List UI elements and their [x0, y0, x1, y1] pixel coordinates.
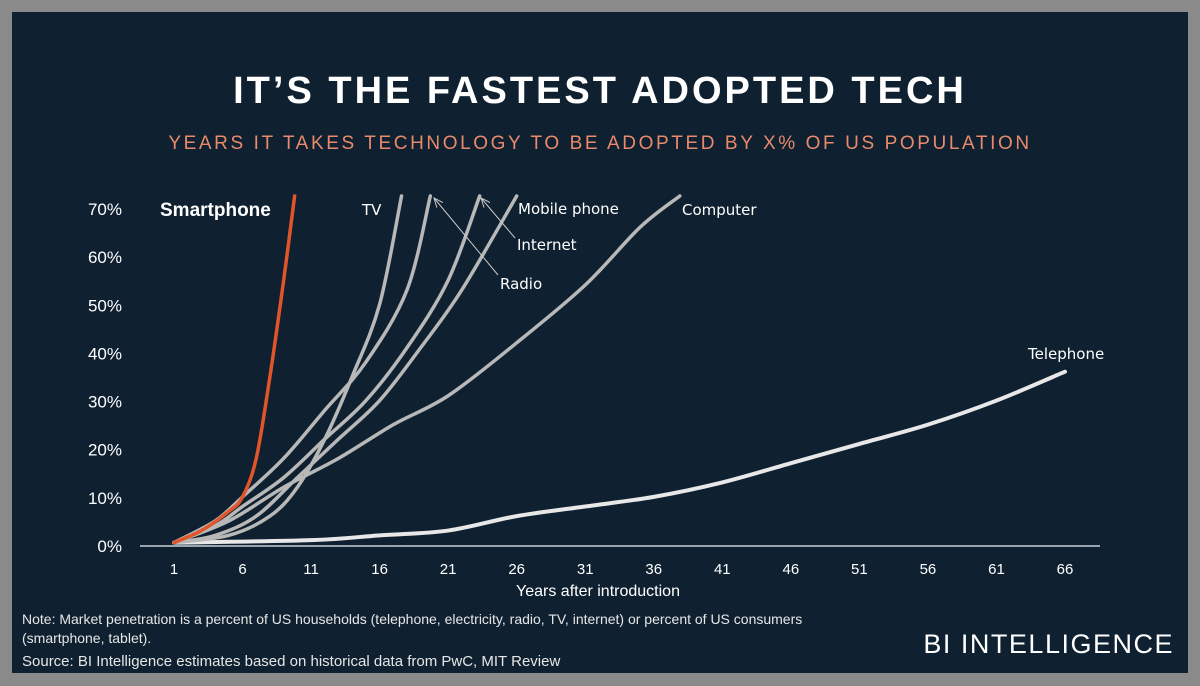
series-label-telephone: Telephone	[1027, 345, 1104, 363]
x-tick-label: 46	[783, 561, 800, 578]
series-line-smartphone	[172, 194, 297, 545]
series-label-mobile-phone: Mobile phone	[518, 200, 619, 218]
x-tick-label: 66	[1057, 561, 1074, 578]
chart-subtitle: YEARS IT TAKES TECHNOLOGY TO BE ADOPTED …	[168, 133, 1032, 154]
x-axis-label: Years after introduction	[516, 583, 680, 600]
y-tick-label: 50%	[88, 296, 122, 315]
x-tick-label: 51	[851, 561, 868, 578]
y-tick-label: 40%	[88, 344, 122, 363]
series-label-tv: TV	[361, 201, 382, 219]
series-line-telephone	[172, 369, 1067, 545]
x-tick-label: 26	[508, 561, 525, 578]
series-line-mobile-phone	[172, 194, 519, 545]
x-tick-label: 16	[371, 561, 388, 578]
y-tick-label: 20%	[88, 441, 122, 460]
series-label-smartphone: Smartphone	[160, 200, 271, 221]
series-label-computer: Computer	[682, 201, 757, 219]
internet-arrow	[480, 197, 516, 239]
source-text: Source: BI Intelligence estimates based …	[22, 653, 561, 670]
y-tick-label: 60%	[88, 248, 122, 267]
radio-arrow	[433, 197, 499, 276]
series-line-computer	[172, 194, 682, 545]
x-tick-label: 36	[645, 561, 662, 578]
series-line-tv	[172, 194, 404, 545]
chart-title: IT’S THE FASTEST ADOPTED TECH	[233, 70, 967, 112]
note-text-cont: (smartphone, tablet).	[22, 630, 152, 646]
x-tick-label: 11	[303, 561, 319, 578]
x-tick-label: 56	[920, 561, 937, 578]
internet-arrow-head	[480, 197, 491, 208]
x-tick-label: 1	[170, 561, 178, 578]
radio-arrow-head	[433, 197, 444, 208]
x-tick-label: 31	[577, 561, 594, 578]
x-tick-label: 41	[714, 561, 731, 578]
chart-panel	[12, 12, 1188, 673]
note-text: Note: Market penetration is a percent of…	[22, 611, 803, 627]
y-tick-label: 10%	[88, 489, 122, 508]
y-tick-label: 0%	[97, 537, 122, 556]
x-tick-label: 61	[988, 561, 1005, 578]
x-tick-label: 6	[238, 561, 246, 578]
series-label-internet: Internet	[517, 236, 577, 254]
brand-logo: BI INTELLIGENCE	[923, 629, 1174, 659]
x-tick-label: 21	[440, 561, 457, 578]
series-label-radio: Radio	[500, 275, 542, 293]
series-line-internet	[172, 194, 482, 545]
y-tick-label: 70%	[88, 200, 122, 219]
y-tick-label: 30%	[88, 393, 122, 412]
